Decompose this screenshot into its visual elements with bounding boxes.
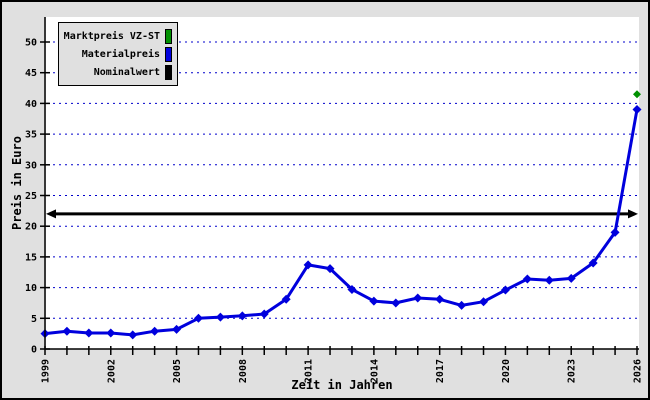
legend-swatch-green [165, 28, 172, 44]
data-point-marker [479, 297, 489, 307]
y-tick-label: 50 [25, 38, 37, 49]
nominalwert-arrow-right [628, 209, 638, 219]
legend-item-marktpreis: Marktpreis VZ-ST [64, 28, 172, 45]
legend-swatch-blue [165, 46, 172, 62]
y-tick-label: 10 [25, 283, 37, 294]
data-point-marker [347, 284, 357, 294]
y-tick-label: 25 [25, 191, 37, 202]
x-tick-label: 2014 [369, 359, 380, 383]
data-point-marker [281, 294, 291, 304]
data-point-marker [566, 273, 576, 283]
data-point-marker [369, 296, 379, 306]
data-point-marker [632, 105, 642, 115]
tick-marks [40, 41, 638, 355]
legend-item-nominalwert: Nominalwert [64, 64, 172, 81]
data-point-marker [435, 294, 445, 304]
x-tick-label: 2008 [238, 359, 249, 383]
series-materialpreis-markers [40, 105, 642, 340]
y-gridlines [47, 41, 637, 319]
nominalwert-arrow-left [46, 209, 56, 219]
data-point-marker [413, 293, 423, 303]
data-point-marker [106, 328, 116, 338]
y-tick-label: 15 [25, 252, 37, 263]
data-point-marker [610, 227, 620, 237]
data-point-marker [391, 298, 401, 308]
data-point-marker [325, 264, 335, 274]
data-point-marker [84, 328, 94, 338]
data-point-marker [588, 258, 598, 268]
series-materialpreis-line [44, 109, 639, 337]
x-tick-label: 2011 [304, 359, 315, 383]
legend-label: Marktpreis VZ-ST [63, 30, 160, 42]
y-tick-label: 30 [25, 160, 37, 171]
x-tick-label: 2026 [633, 359, 644, 383]
y-tick-label: 5 [31, 314, 37, 325]
y-tick-label: 0 [31, 345, 37, 356]
data-point-marker [303, 260, 313, 270]
data-point-marker [215, 312, 225, 322]
data-point-marker [522, 274, 532, 284]
series-marktpreis-point [633, 90, 641, 99]
x-tick-label: 2005 [172, 359, 183, 383]
data-point-marker [544, 275, 554, 285]
legend-label: Materialpreis [81, 48, 160, 60]
tick-labels: 0 5 10 15 20 25 30 35 40 45 50 1999 2002 2005 2008 2011… [25, 38, 644, 384]
x-axis-title: Zeit in Jahren [291, 378, 393, 392]
data-point-marker [500, 285, 510, 295]
data-point-marker [150, 326, 160, 336]
x-tick-label: 2002 [106, 359, 117, 383]
y-tick-label: 45 [25, 68, 37, 79]
x-tick-label: 2017 [435, 359, 446, 383]
legend-swatch-black [165, 64, 172, 80]
nominalwert-line [46, 209, 638, 219]
data-point-marker [172, 324, 182, 334]
y-tick-label: 40 [25, 99, 37, 110]
data-point-marker [259, 309, 269, 319]
legend-box: Marktpreis VZ-ST Materialpreis Nominalwe… [58, 22, 178, 86]
y-axis-title: Preis in Euro [10, 136, 24, 230]
data-point-marker [457, 300, 467, 310]
x-tick-label: 1999 [41, 359, 52, 383]
x-tick-label: 2023 [567, 359, 578, 383]
data-point-marker [128, 330, 138, 340]
legend-item-materialpreis: Materialpreis [64, 46, 172, 63]
data-point-marker [193, 313, 203, 323]
y-tick-label: 20 [25, 222, 37, 233]
legend-label: Nominalwert [93, 66, 160, 78]
x-tick-label: 2020 [501, 359, 512, 383]
data-point-marker [62, 326, 72, 336]
data-point-marker [237, 311, 247, 321]
y-tick-label: 35 [25, 130, 37, 141]
